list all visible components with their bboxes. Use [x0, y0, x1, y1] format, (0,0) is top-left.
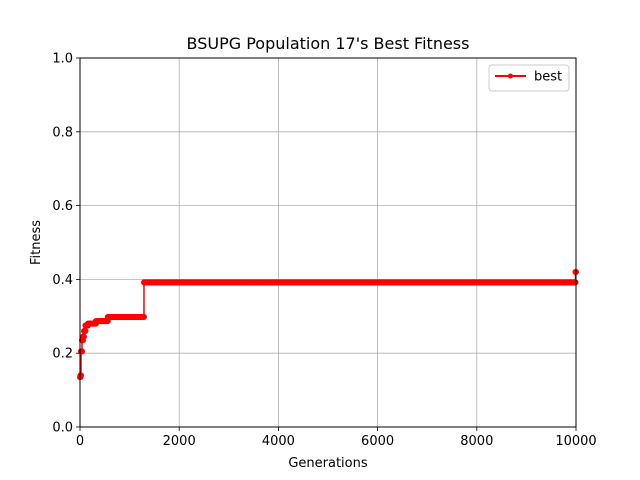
- plot-frame: [79, 57, 577, 428]
- legend-box: [488, 64, 570, 92]
- legend-label-best: best: [534, 70, 562, 85]
- best-point: [77, 372, 84, 379]
- axis-ticks: 0 2000 4000 6000 8000 10000 0.0 0.2 0.4 0.6 0.8 1.0: [52, 52, 596, 450]
- y-axis-label: Fitness: [29, 220, 44, 265]
- y-tick-label: 1.0: [52, 52, 73, 67]
- best-point: [80, 333, 87, 340]
- y-tick-label: 0.4: [52, 273, 73, 288]
- series-best: [77, 269, 579, 381]
- legend-marker-swatch: [508, 73, 513, 79]
- x-tick-label: 6000: [361, 434, 394, 449]
- x-tick-label: 10000: [555, 434, 596, 449]
- x-axis-label: Generations: [288, 456, 368, 471]
- y-tick-label: 0.2: [52, 347, 73, 362]
- chart-title: BSUPG Population 17's Best Fitness: [187, 34, 470, 53]
- best-point: [140, 314, 147, 321]
- legend: best: [488, 64, 570, 92]
- best-point: [82, 328, 89, 335]
- x-tick-label: 4000: [262, 434, 295, 449]
- x-tick-label: 8000: [460, 434, 493, 449]
- y-tick-label: 0.6: [52, 199, 73, 214]
- x-tick-label: 0: [76, 434, 84, 449]
- plot-area: [80, 58, 576, 427]
- y-tick-label: 0.8: [52, 125, 73, 140]
- y-tick-label: 0.0: [52, 421, 73, 436]
- x-tick-label: 2000: [163, 434, 196, 449]
